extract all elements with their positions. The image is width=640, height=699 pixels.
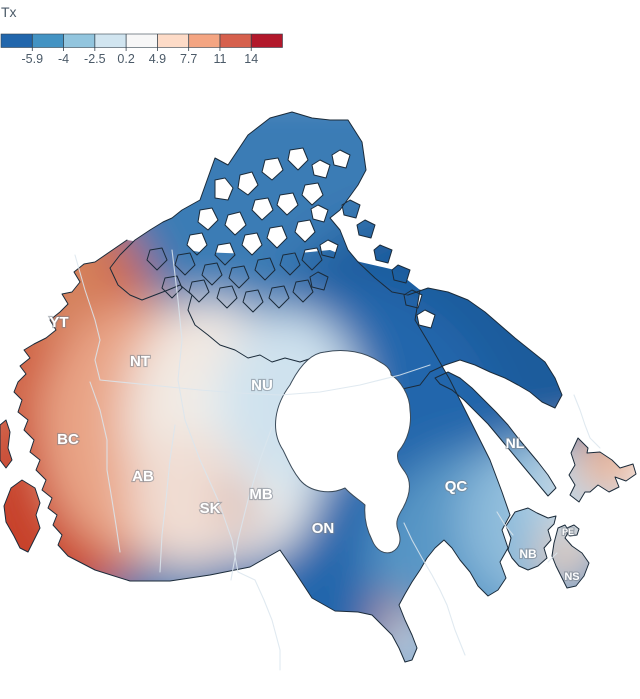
svg-text:4.9: 4.9	[149, 52, 166, 66]
svg-text:NB: NB	[519, 547, 537, 561]
svg-text:BC: BC	[57, 431, 79, 448]
svg-text:ON: ON	[312, 520, 335, 537]
svg-text:-2.5: -2.5	[84, 52, 106, 66]
svg-text:-5.9: -5.9	[22, 52, 44, 66]
svg-text:NT: NT	[130, 353, 150, 370]
svg-text:11: 11	[213, 52, 226, 66]
svg-text:NS: NS	[564, 571, 579, 583]
svg-text:-4: -4	[58, 52, 69, 66]
svg-text:NU: NU	[251, 377, 273, 394]
svg-text:YT: YT	[49, 314, 68, 331]
svg-text:SK: SK	[200, 500, 221, 517]
svg-text:7.7: 7.7	[180, 52, 197, 66]
svg-text:Tx: Tx	[1, 4, 17, 20]
svg-text:QC: QC	[445, 478, 468, 495]
svg-text:NL: NL	[506, 435, 525, 451]
svg-text:PE: PE	[562, 527, 574, 537]
svg-text:0.2: 0.2	[117, 52, 134, 66]
svg-text:14: 14	[244, 52, 258, 66]
svg-text:AB: AB	[132, 468, 154, 485]
svg-text:MB: MB	[249, 486, 272, 503]
